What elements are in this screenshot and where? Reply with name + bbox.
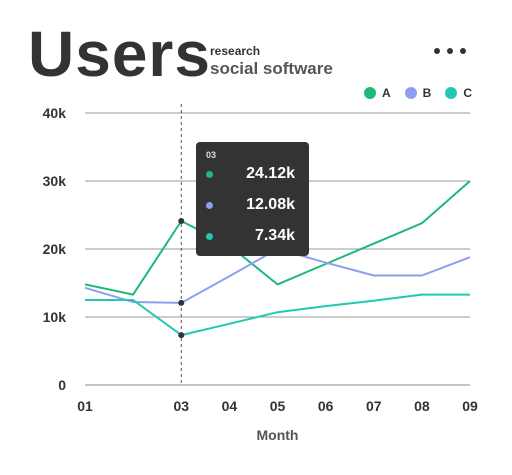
legend-item-a[interactable]: A — [363, 86, 391, 100]
series-line-c — [85, 293, 470, 337]
x-tick-label: 04 — [222, 398, 238, 414]
tooltip: 03 24.12k 12.08k 7.34k — [196, 142, 309, 256]
x-tick-label: 01 — [77, 398, 93, 414]
menu-dot — [460, 48, 466, 54]
legend: A B C — [363, 86, 472, 100]
legend-label-b: B — [422, 86, 432, 100]
legend-item-b[interactable]: B — [404, 86, 432, 100]
tooltip-row-a: 24.12k — [206, 163, 301, 185]
x-tick-label: 08 — [414, 398, 430, 414]
y-tick-label: 0 — [58, 377, 66, 393]
menu-dot — [447, 48, 453, 54]
tooltip-dot-c — [206, 232, 213, 240]
x-tick-label: 03 — [173, 398, 189, 414]
tooltip-row-c: 7.34k — [206, 225, 301, 247]
legend-label-c: C — [463, 86, 472, 100]
tooltip-value-b: 12.08k — [246, 196, 295, 213]
legend-item-c[interactable]: C — [445, 86, 472, 100]
legend-label-a: A — [381, 86, 391, 100]
tooltip-value-a: 24.12k — [246, 165, 295, 182]
menu-dot — [434, 48, 440, 54]
tooltip-header: 03 — [206, 150, 217, 160]
y-tick-label: 30k — [43, 173, 67, 189]
series-line-b — [84, 248, 471, 304]
more-options-icon[interactable] — [434, 44, 466, 58]
tooltip-dot-b — [206, 201, 213, 209]
tooltip-value-c: 7.34k — [254, 227, 295, 244]
x-axis-label: Month — [257, 427, 299, 443]
chart-subtitle-small: research — [210, 44, 261, 58]
highlight-point-c — [178, 332, 185, 339]
x-tick-label: 06 — [318, 398, 334, 414]
tooltip-dot-a — [206, 170, 213, 178]
highlight-point-b — [178, 299, 185, 306]
y-tick-label: 40k — [43, 105, 67, 121]
chart-title: Users — [28, 18, 211, 90]
x-tick-label: 05 — [270, 398, 286, 414]
x-tick-label: 09 — [462, 398, 478, 414]
chart-subtitle: social software — [210, 59, 333, 78]
legend-dot-a — [363, 87, 376, 99]
x-tick-label: 07 — [366, 398, 382, 414]
series-line-a — [84, 180, 471, 296]
legend-dot-c — [445, 87, 458, 99]
legend-dot-b — [404, 87, 417, 99]
y-tick-label: 10k — [43, 309, 67, 325]
highlight-point-a — [178, 217, 185, 224]
tooltip-row-b: 12.08k — [206, 194, 301, 216]
y-tick-label: 20k — [43, 241, 67, 257]
